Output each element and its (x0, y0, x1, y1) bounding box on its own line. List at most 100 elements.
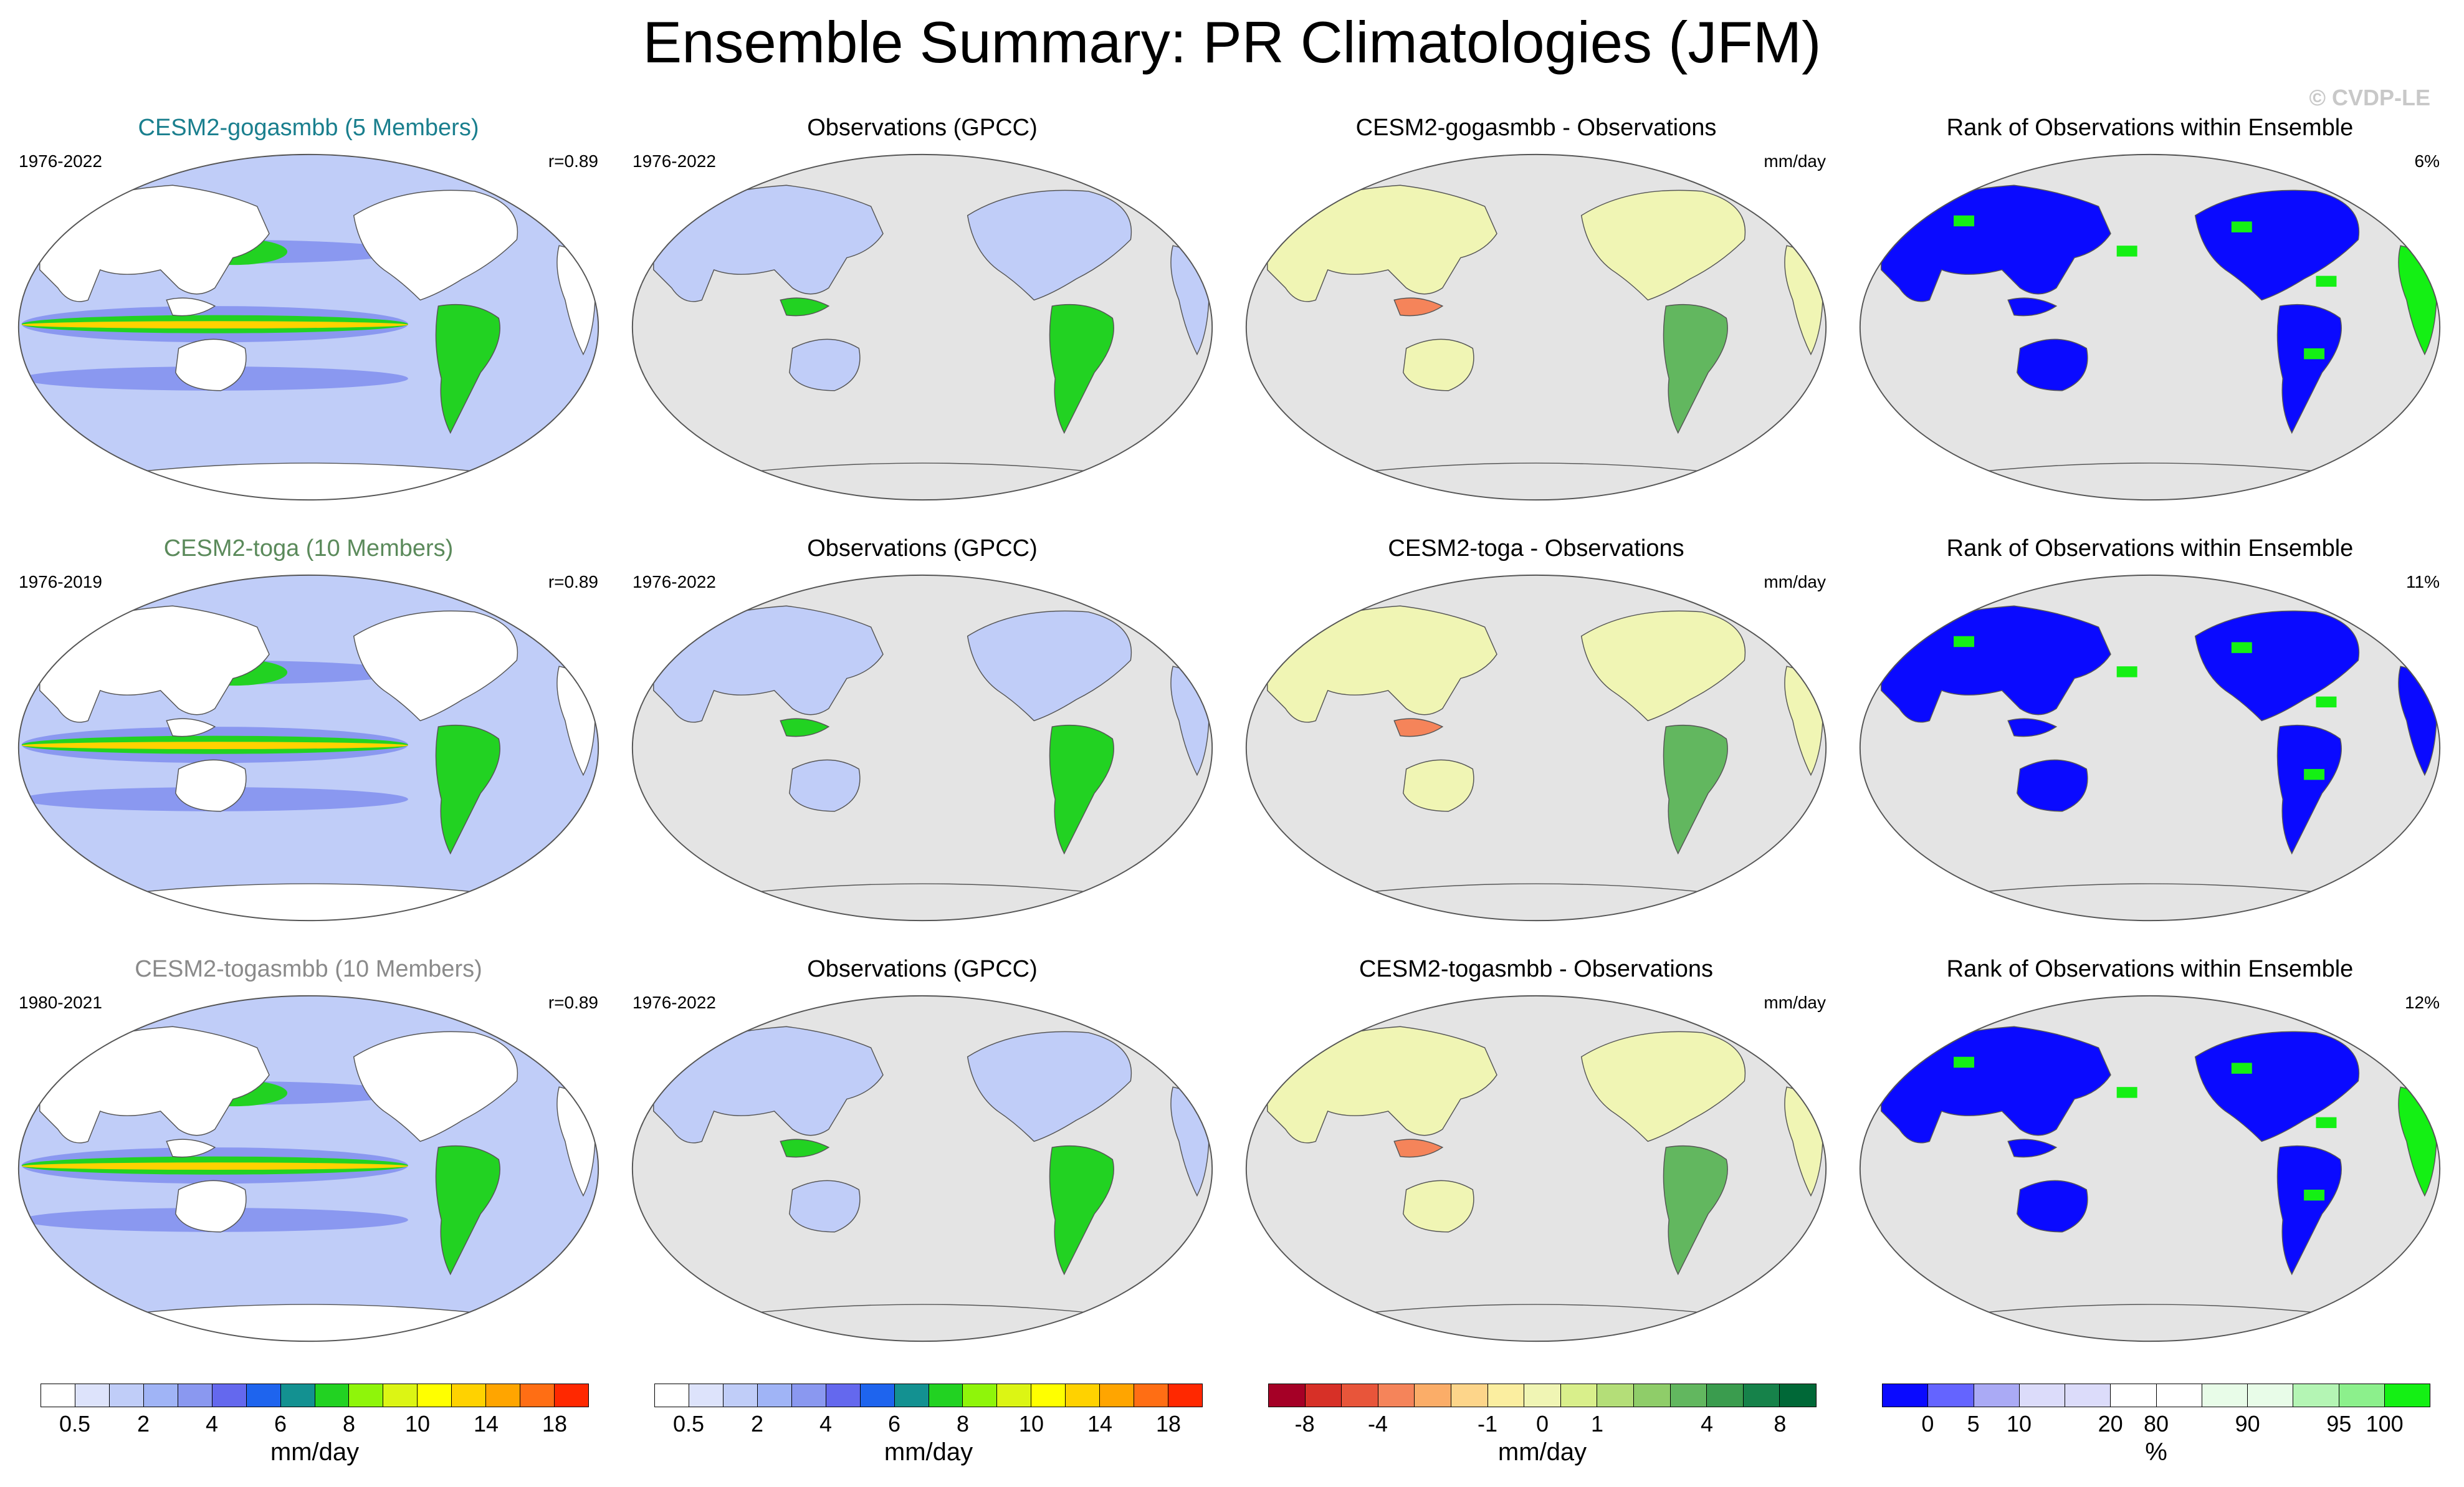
colorbar-swatch (418, 1384, 452, 1407)
colorbar-swatch (860, 1384, 895, 1407)
colorbar: 0.5 2 4 6 8 10 14 18 mm/day (41, 1384, 589, 1466)
pct-label: 12% (2404, 993, 2440, 1012)
rank-high-cluster (2316, 275, 2337, 287)
landmass-samerica (1049, 1145, 1114, 1276)
colorbar-swatch (520, 1384, 555, 1407)
colorbar-tick-label: 14 (473, 1411, 499, 1437)
diff-map (1245, 153, 1827, 501)
colorbar-swatch (555, 1384, 588, 1407)
colorbar-swatch (2293, 1384, 2339, 1407)
colorbar: -8 -4 -1 0 1 4 8 mm/day (1268, 1384, 1817, 1466)
landmass-greenland (516, 1025, 560, 1055)
colorbar-swatch (1168, 1384, 1202, 1407)
colorbar-swatch (315, 1384, 350, 1407)
colorbar-swatch (143, 1384, 178, 1407)
landmass-antarctica (1334, 462, 1739, 500)
colorbar-swatch (1134, 1384, 1169, 1407)
colorbar-swatch (2202, 1384, 2248, 1407)
landmass-eurasia (39, 184, 270, 302)
landmass-namerica (2194, 189, 2360, 301)
colorbar-swatch (109, 1384, 144, 1407)
landmass-australia (1403, 338, 1474, 391)
rank-map (1859, 995, 2441, 1342)
landmass-australia (175, 338, 247, 391)
landmass-eurasia (653, 184, 884, 302)
globe-outline (17, 153, 599, 501)
landmass-greenland (516, 604, 560, 634)
model-map (17, 995, 599, 1342)
units-label: mm/day (1764, 572, 1826, 591)
panel-title: CESM2-gogasmbb - Observations (1355, 115, 1717, 141)
landmass-samerica (1663, 304, 1728, 434)
landmass-namerica (967, 189, 1132, 301)
landmass-antarctica (106, 1304, 511, 1342)
precip-band (21, 1162, 408, 1170)
colorbar-tick-label: 10 (2006, 1411, 2032, 1437)
landmass-antarctica (720, 883, 1125, 921)
colorbar-swatch (689, 1384, 723, 1407)
panel-title: CESM2-toga (10 Members) (163, 535, 454, 562)
colorbar-swatch (280, 1384, 315, 1407)
rank-high-cluster (2231, 642, 2252, 653)
colorbar-swatch (2111, 1384, 2157, 1407)
colorbar-swatch (2384, 1384, 2430, 1407)
colorbar-swatch (1031, 1384, 1066, 1407)
landmass-antarctica (720, 1304, 1125, 1342)
figure-title: Ensemble Summary: PR Climatologies (JFM) (642, 9, 1822, 75)
colorbar-swatch (1974, 1384, 2020, 1407)
panel-title: Rank of Observations within Ensemble (1946, 535, 2354, 562)
landmass-seasia (780, 1139, 830, 1158)
colorbar-swatch (929, 1384, 963, 1407)
corr-label: r=0.89 (548, 993, 598, 1012)
colorbar-tick-label: 10 (404, 1411, 431, 1437)
colorbar-swatch (894, 1384, 929, 1407)
landmass-australia (789, 1180, 861, 1233)
landmass-antarctica (1947, 1304, 2352, 1342)
landmass-greenland (1744, 183, 1788, 214)
panel-title: CESM2-toga - Observations (1388, 535, 1684, 562)
colorbar-tick-label: 4 (205, 1411, 219, 1437)
landmass-samerica (2276, 1145, 2342, 1276)
colorbar-tick-label: 20 (2098, 1411, 2123, 1437)
landmass-namerica (1580, 189, 1746, 301)
watermark: © CVDP-LE (2309, 85, 2430, 110)
colorbar-tick-label: 90 (2235, 1411, 2260, 1437)
landmass-seasia (2007, 718, 2058, 737)
obs-panel: Observations (GPCC) 1976-2022 (620, 115, 1225, 508)
colorbar-swatch (1378, 1384, 1415, 1407)
ocean-background (632, 995, 1213, 1342)
period-label: 1976-2022 (633, 993, 716, 1012)
colorbar-swatch (757, 1384, 792, 1407)
landmass-greenland (516, 183, 560, 214)
colorbar-tick-label: 2 (136, 1411, 150, 1437)
colorbar-unit: mm/day (270, 1438, 360, 1466)
colorbar-swatch (1633, 1384, 1671, 1407)
colorbar-tick-label: 2 (750, 1411, 764, 1437)
colorbar-tick-label: 8 (1774, 1411, 1787, 1437)
colorbar-tick-label: 1 (1590, 1411, 1604, 1437)
colorbar-tick-label: 6 (274, 1411, 287, 1437)
colorbar-swatch (997, 1384, 1032, 1407)
landmass-greenland (1744, 604, 1788, 634)
colorbar-swatch (75, 1384, 110, 1407)
globe-outline (631, 995, 1213, 1342)
landmass-samerica (2276, 724, 2342, 855)
colorbar-tick-label: 6 (887, 1411, 901, 1437)
landmass-namerica (353, 610, 518, 722)
ocean-background (1246, 575, 1827, 921)
colorbar-swatch (1928, 1384, 1974, 1407)
colorbar-tick-label: 4 (1700, 1411, 1714, 1437)
landmass-eurasia (39, 605, 270, 723)
landmass-antarctica (1334, 1304, 1739, 1342)
colorbar-swatch (1415, 1384, 1451, 1407)
period-label: 1976-2019 (19, 572, 102, 591)
model-map (17, 153, 599, 501)
landmass-antarctica (106, 883, 511, 921)
period-label: 1976-2022 (633, 151, 716, 171)
colorbar-unit: mm/day (1497, 1438, 1587, 1466)
landmass-samerica (1049, 724, 1114, 855)
landmass-greenland (2357, 604, 2402, 634)
colorbar-swatch (383, 1384, 418, 1407)
colorbar-swatch (1524, 1384, 1561, 1407)
rank-high-cluster (2304, 1189, 2325, 1201)
